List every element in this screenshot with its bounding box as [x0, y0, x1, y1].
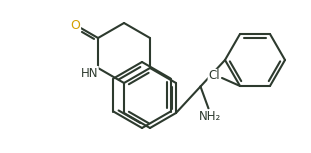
Text: Cl: Cl — [208, 69, 220, 82]
Text: HN: HN — [81, 67, 98, 80]
Text: O: O — [71, 19, 81, 32]
Text: NH₂: NH₂ — [199, 110, 222, 123]
